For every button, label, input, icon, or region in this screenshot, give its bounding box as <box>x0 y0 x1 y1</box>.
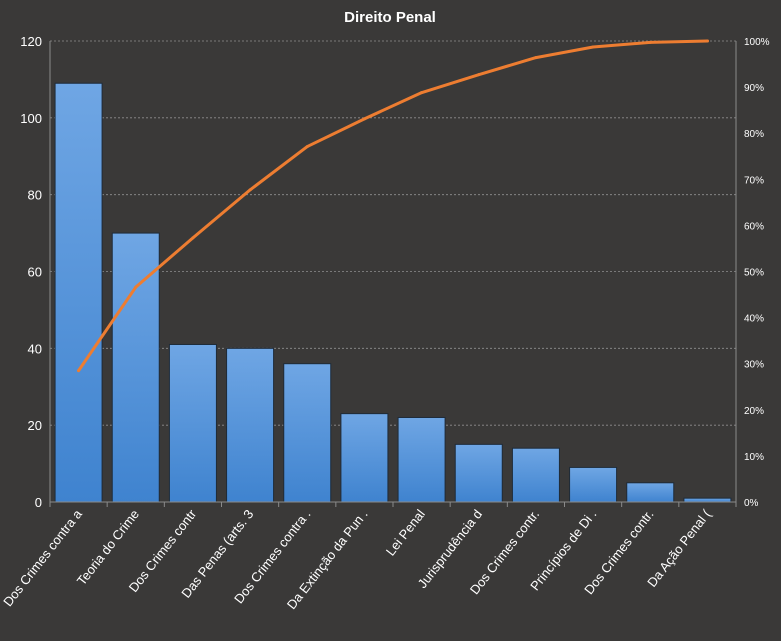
left-y-tick-label: 40 <box>28 341 42 356</box>
axis-layer <box>49 41 737 507</box>
bars-layer <box>54 82 732 503</box>
left-y-tick-label: 80 <box>28 188 42 203</box>
bar <box>511 447 560 503</box>
right-y-tick-label: 0% <box>744 498 759 509</box>
left-y-tick-label: 100 <box>20 111 42 126</box>
line-point <box>648 40 652 44</box>
right-y-tick-label: 30% <box>744 360 764 371</box>
line-point <box>477 73 481 77</box>
right-y-tick-label: 90% <box>744 83 764 94</box>
right-y-tick-labels: 0% 10% 20% 30% 40% 50% 60% 70% 80% 90% 100% <box>744 37 770 509</box>
right-y-tick-label: 80% <box>744 129 764 140</box>
line-point <box>248 188 252 192</box>
line-point <box>305 145 309 149</box>
bar <box>168 343 217 503</box>
line-point <box>534 56 538 60</box>
bar <box>454 443 503 503</box>
right-y-tick-label: 50% <box>744 268 764 279</box>
right-y-tick-label: 40% <box>744 314 764 325</box>
line-point <box>134 285 138 289</box>
right-y-tick-label: 100% <box>744 37 770 48</box>
line-point <box>77 369 81 373</box>
left-y-tick-label: 20 <box>28 418 42 433</box>
right-y-tick-label: 70% <box>744 175 764 186</box>
line-point <box>191 236 195 240</box>
cumulative-line-layer <box>77 39 709 373</box>
right-y-tick-label: 10% <box>744 452 764 463</box>
x-tick-label: Dos Crimes contra a <box>0 506 85 609</box>
left-y-tick-label: 60 <box>28 265 42 280</box>
x-tick-label: Teoria do Crime <box>74 507 142 589</box>
bar <box>340 413 389 503</box>
x-tick-label: Da Ação Penal ( <box>644 506 714 590</box>
right-y-tick-label: 60% <box>744 221 764 232</box>
bar <box>683 497 732 503</box>
bar <box>397 416 446 503</box>
bar <box>626 482 675 503</box>
bar <box>54 82 103 503</box>
line-point <box>420 91 424 95</box>
cumulative-percent-line <box>77 39 709 373</box>
chart-title: Direito Penal <box>344 9 436 26</box>
line-point <box>591 45 595 49</box>
bar <box>569 466 618 503</box>
bar <box>283 363 332 503</box>
left-y-tick-label: 0 <box>35 495 42 510</box>
bar <box>226 347 275 503</box>
line-point <box>362 117 366 121</box>
left-y-tick-label: 120 <box>20 34 42 49</box>
right-y-tick-label: 20% <box>744 406 764 417</box>
bar <box>111 232 160 503</box>
line-point <box>705 39 709 43</box>
left-y-tick-labels: 0 20 40 60 80 100 120 <box>20 34 42 510</box>
x-tick-label: Lei Penal <box>383 507 428 559</box>
